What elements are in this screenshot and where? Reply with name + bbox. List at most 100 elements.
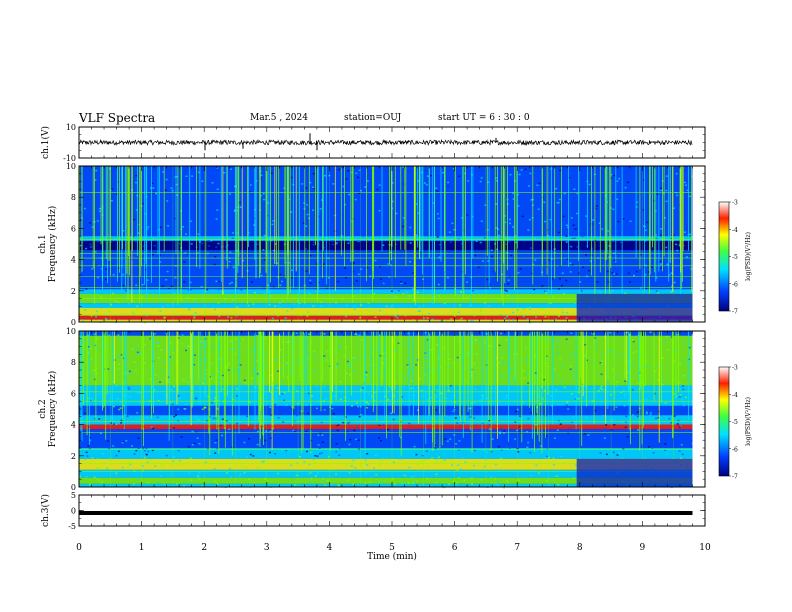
spectrogram-speckle	[194, 312, 197, 314]
spectrogram-speckle	[358, 169, 361, 171]
spectrogram-speckle	[108, 447, 111, 450]
spectrogram-speckle	[528, 185, 531, 187]
spectrogram-speckle	[383, 282, 386, 284]
spectrogram-speckle	[373, 391, 376, 394]
spectrogram-speckle	[431, 457, 434, 459]
spectrogram-speckle	[678, 382, 681, 384]
spectrogram-speckle	[365, 375, 368, 378]
spectrogram-speckle	[426, 367, 429, 370]
spectrogram-speckle	[300, 314, 302, 317]
spectrogram-speckle	[662, 193, 665, 195]
spectrogram-speckle	[404, 314, 407, 317]
spectrogram-speckle	[572, 166, 575, 169]
spectrogram-speckle	[524, 168, 527, 170]
spectrogram-speckle	[549, 218, 552, 221]
spectrogram-speckle	[211, 182, 214, 184]
spectrogram-speckle	[562, 293, 565, 295]
spectrogram-speckle	[117, 334, 120, 336]
spectrogram-speckle	[571, 237, 574, 240]
spectrogram-speckle	[488, 345, 491, 347]
spectrogram-speckle	[503, 432, 505, 434]
spectrogram-speckle	[395, 243, 398, 245]
spectrogram-speckle	[459, 304, 462, 306]
spectrogram-speckle	[352, 262, 355, 264]
y-axis-label: ch.1Frequency (kHz)	[38, 206, 58, 283]
spectrogram-speckle	[175, 414, 177, 416]
spectrogram-speckle	[539, 403, 542, 405]
spectrogram-speckle	[84, 458, 87, 460]
spectrogram-speckle	[595, 347, 598, 349]
spectrogram-speckle	[575, 186, 578, 189]
spectrogram-speckle	[313, 241, 316, 244]
spectrogram-speckle	[142, 470, 145, 472]
spectrogram-speckle	[501, 215, 504, 217]
spectrogram-speckle	[365, 472, 367, 474]
spectrogram-speckle	[177, 171, 180, 173]
spectrogram-speckle	[546, 355, 549, 357]
spectrogram-speckle	[216, 344, 219, 347]
spectrogram-speckle	[173, 292, 176, 295]
spectrogram-speckle	[321, 434, 324, 436]
spectrogram-speckle	[459, 307, 462, 309]
spectrogram-speckle	[443, 302, 446, 305]
spectrogram-speckle	[327, 277, 330, 279]
spectrogram-speckle	[553, 463, 556, 466]
spectrogram-speckle	[243, 379, 246, 382]
spectrogram-speckle	[306, 450, 308, 453]
spectrogram-speckle	[318, 453, 321, 455]
spectrogram-speckle	[521, 215, 524, 218]
spectrogram-speckle	[133, 200, 135, 202]
spectrogram-speckle	[526, 446, 529, 448]
spectrogram-speckle	[320, 197, 323, 199]
spectrogram-speckle	[469, 340, 472, 342]
y-tick-label: 0	[71, 318, 76, 327]
spectrogram-speckle	[536, 184, 539, 187]
spectrogram-speckle	[276, 387, 279, 389]
spectrogram-speckle	[108, 334, 111, 336]
spectrogram-speckle	[589, 260, 592, 262]
spectrogram-speckle	[447, 365, 450, 367]
spectrogram-speckle	[136, 351, 139, 354]
spectrogram-speckle	[319, 432, 322, 434]
spectrogram-speckle	[238, 386, 241, 388]
spectrogram-speckle	[517, 256, 520, 259]
spectrogram-speckle	[384, 224, 387, 227]
spectrogram-speckle	[268, 290, 271, 292]
spectrogram-speckle	[572, 416, 574, 419]
spectrogram-speckle	[285, 449, 288, 452]
spectrogram-speckle	[274, 243, 277, 245]
spectrogram-speckle	[215, 218, 218, 220]
spectrogram-speckle	[293, 386, 296, 388]
spectrogram-speckle	[624, 218, 627, 221]
spectrogram-speckle	[230, 199, 233, 202]
spectrogram-speckle	[286, 310, 289, 312]
spectrogram-speckle	[228, 467, 231, 470]
spectrogram-speckle	[148, 429, 151, 431]
spectrogram-speckle	[491, 483, 494, 485]
spectrogram-speckle	[336, 429, 339, 432]
spectrogram-speckle	[691, 239, 694, 241]
spectrogram-speckle	[325, 236, 328, 239]
x-tick-label: 10	[699, 543, 711, 553]
spectrogram-speckle	[290, 176, 293, 179]
spectrogram-speckle	[135, 181, 138, 184]
spectrogram-speckle	[336, 340, 338, 342]
spectrogram-speckle	[324, 479, 327, 482]
spectrogram-speckle	[293, 430, 296, 433]
spectrogram-speckle	[262, 249, 265, 251]
spectrogram-speckle	[190, 479, 193, 481]
spectrogram-speckle	[482, 280, 485, 283]
spectrogram-speckle	[496, 484, 499, 486]
spectrogram-speckle	[280, 379, 283, 382]
frequency-band	[79, 236, 693, 241]
spectrogram-speckle	[406, 375, 409, 377]
spectrogram-speckle	[595, 207, 598, 210]
spectrogram-speckle	[92, 370, 95, 372]
spectrogram-speckle	[524, 460, 527, 462]
spectrogram-speckle	[191, 251, 194, 254]
spectrogram-speckle	[481, 188, 484, 191]
spectrogram-speckle	[565, 317, 568, 319]
spectrogram-speckle	[689, 409, 692, 411]
spectrogram-speckle	[183, 281, 186, 283]
spectrogram-speckle	[585, 254, 587, 256]
